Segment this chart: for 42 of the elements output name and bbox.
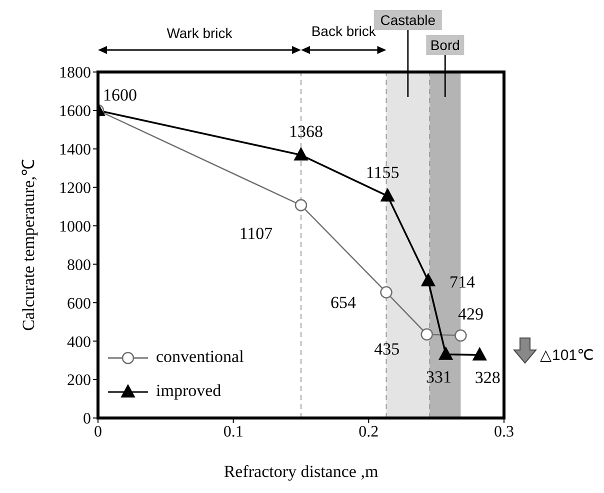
point [438,346,453,360]
y-tick-label: 0 [83,410,91,428]
band-label: Bord [430,37,460,53]
y-tick-label: 400 [67,334,91,351]
point [294,148,308,161]
y-axis-title: Calcurate temperature,℃ [19,159,38,331]
data-label: 331 [426,367,452,386]
y-tick-label: 1400 [59,142,91,159]
x-tick-label: 0.1 [223,423,244,440]
point [380,286,392,298]
point [380,188,395,202]
text: Wark brick [166,25,234,41]
data-label: 1600 [103,85,137,104]
legend-label: improved [156,380,222,400]
y-tick-label: 200 [67,372,91,390]
text: △101℃ [540,346,594,364]
text: Back brick [311,23,377,39]
data-label: 435 [374,339,400,358]
point [420,328,434,341]
data-label: 654 [330,293,357,312]
y-tick-label: 1600 [59,103,91,120]
legend-label: conventional [156,346,244,366]
data-label: 1368 [289,122,323,141]
x-tick-label: 0.2 [358,423,379,440]
y-tick-label: 1000 [59,218,91,236]
point [454,329,467,342]
data-label: 714 [449,272,476,292]
y-tick-label: 1800 [59,64,91,82]
point [421,273,436,286]
y-tick-label: 600 [67,295,91,312]
x-tick-label: 0 [94,423,102,440]
y-tick-label: 1200 [59,180,91,198]
point [294,199,308,212]
x-tick-label: 0.3 [494,423,514,440]
x-axis-title: Refractory distance ,m [224,462,378,481]
point [472,347,487,360]
data-label: 1107 [239,224,274,244]
data-label: 1155 [366,162,400,182]
band-label: Castable [380,12,436,28]
data-label: 429 [458,304,484,324]
y-tick-label: 800 [67,256,91,274]
data-label: 328 [474,368,500,387]
